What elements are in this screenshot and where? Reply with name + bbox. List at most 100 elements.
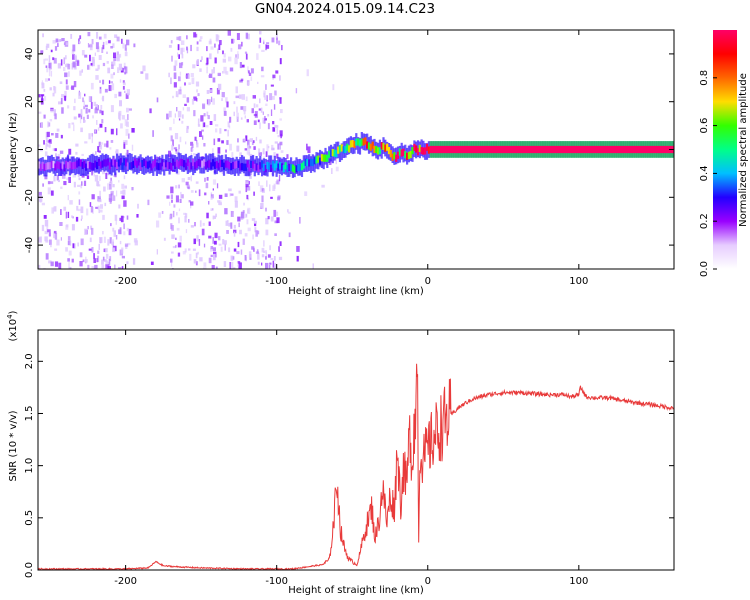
noise-speckle <box>215 124 219 127</box>
noise-speckle <box>234 196 238 202</box>
noise-speckle <box>278 246 280 252</box>
noise-speckle <box>178 54 180 59</box>
noise-speckle <box>54 248 58 251</box>
noise-speckle <box>177 252 181 257</box>
ridge-core <box>532 145 536 154</box>
noise-speckle <box>213 215 216 219</box>
noise-speckle <box>272 96 275 100</box>
noise-speckle <box>100 105 103 110</box>
ridge-core <box>371 141 374 149</box>
noise-speckle <box>240 106 244 110</box>
ridge-core <box>482 145 485 154</box>
noise-speckle <box>211 265 215 269</box>
noise-speckle <box>266 42 270 45</box>
noise-speckle <box>279 118 282 121</box>
noise-speckle <box>108 40 111 44</box>
noise-speckle <box>133 43 136 48</box>
noise-speckle <box>92 59 95 64</box>
noise-speckle <box>76 205 79 211</box>
noise-speckle <box>91 133 93 137</box>
noise-speckle <box>156 97 159 103</box>
noise-speckle <box>249 175 252 179</box>
ridge-core <box>447 145 450 154</box>
ridge-core <box>565 145 568 154</box>
noise-speckle <box>161 211 164 214</box>
noise-speckle <box>179 71 182 76</box>
noise-speckle <box>266 144 269 152</box>
ridge-core <box>215 161 218 169</box>
noise-speckle <box>179 86 182 91</box>
noise-speckle <box>240 211 245 219</box>
noise-speckle <box>237 53 239 59</box>
noise-speckle <box>177 93 179 98</box>
noise-speckle <box>223 110 227 116</box>
ridge-core <box>590 145 594 154</box>
noise-speckle <box>158 212 162 218</box>
noise-speckle <box>306 143 308 151</box>
noise-speckle <box>113 174 116 177</box>
noise-speckle <box>103 186 106 192</box>
noise-speckle <box>170 194 173 200</box>
noise-speckle <box>247 70 250 74</box>
noise-speckle <box>276 153 279 159</box>
noise-speckle <box>65 42 69 46</box>
noise-speckle <box>272 121 275 125</box>
noise-speckle <box>253 191 255 196</box>
noise-speckle <box>256 53 259 60</box>
ridge-core <box>534 145 537 154</box>
ridge-core <box>291 164 294 172</box>
noise-speckle <box>204 192 207 196</box>
ridge-core <box>152 161 155 169</box>
noise-speckle <box>60 134 63 139</box>
ridge-core <box>513 145 516 154</box>
noise-speckle <box>226 230 229 234</box>
noise-speckle <box>206 66 208 74</box>
noise-speckle <box>56 128 60 132</box>
noise-speckle <box>275 70 279 74</box>
noise-speckle <box>232 213 234 217</box>
noise-speckle <box>211 148 214 155</box>
noise-speckle <box>280 150 284 153</box>
ridge-core <box>52 160 55 169</box>
noise-speckle <box>269 245 271 251</box>
ridge-core <box>543 145 546 154</box>
noise-speckle <box>140 71 144 74</box>
noise-speckle <box>106 51 108 54</box>
ridge-core <box>328 150 331 158</box>
noise-speckle <box>113 230 116 237</box>
ridge-core <box>650 145 653 154</box>
ridge-core <box>560 145 563 154</box>
noise-speckle <box>200 59 202 62</box>
ridge-core <box>529 145 532 154</box>
noise-speckle <box>203 113 206 117</box>
y-tick-label: 20 <box>24 95 35 108</box>
noise-speckle <box>91 266 95 269</box>
ridge-halo <box>335 141 338 159</box>
noise-speckle <box>270 84 274 87</box>
noise-speckle <box>255 136 258 141</box>
noise-speckle <box>87 65 90 70</box>
noise-speckle <box>87 226 89 230</box>
noise-speckle <box>252 234 254 240</box>
noise-speckle <box>63 95 67 101</box>
noise-speckle <box>155 156 159 162</box>
ridge-halo <box>143 158 146 175</box>
ridge-core <box>355 138 358 146</box>
noise-speckle <box>149 108 152 114</box>
noise-speckle <box>125 128 129 136</box>
noise-speckle <box>93 101 97 106</box>
noise-speckle <box>59 81 63 84</box>
noise-speckle <box>44 151 48 157</box>
y-tick-label: 40 <box>24 48 35 61</box>
noise-speckle <box>97 255 100 263</box>
noise-speckle <box>249 138 253 142</box>
ridge-core <box>125 159 128 167</box>
ridge-core <box>418 144 421 152</box>
noise-speckle <box>273 209 277 217</box>
noise-speckle <box>210 208 213 211</box>
noise-speckle <box>79 35 82 40</box>
noise-speckle <box>236 251 240 255</box>
noise-speckle <box>273 104 276 110</box>
ridge-core <box>230 163 233 171</box>
noise-speckle <box>233 231 236 237</box>
